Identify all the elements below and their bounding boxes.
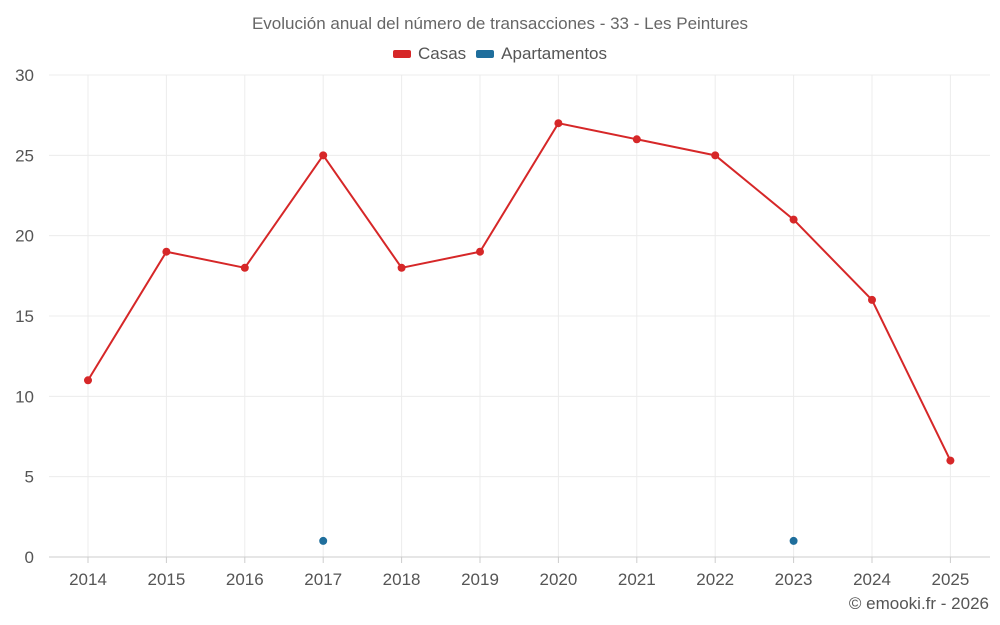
legend-swatch-casas: [392, 50, 411, 58]
x-tick-label: 2016: [226, 570, 264, 589]
y-tick-label: 5: [25, 468, 34, 487]
x-tick-label: 2023: [775, 570, 813, 589]
data-point-casas[interactable]: [162, 247, 171, 256]
x-tick-label: 2020: [539, 570, 577, 589]
legend-label-apartamentos: Apartamentos: [501, 44, 608, 63]
data-point-casas[interactable]: [476, 247, 484, 256]
x-tick-label: 2017: [304, 570, 342, 589]
x-tick-label: 2015: [147, 570, 185, 589]
x-tick-label: 2022: [696, 570, 734, 589]
legend-swatch-apartamentos: [476, 50, 495, 58]
data-point-casas[interactable]: [711, 151, 720, 160]
data-point-casas[interactable]: [84, 376, 92, 385]
data-point-casas[interactable]: [789, 215, 798, 224]
legend-item-apartamentos[interactable]: Apartamentos: [476, 44, 607, 64]
series: [84, 119, 955, 545]
x-tick-label: 2019: [461, 570, 499, 589]
y-tick-label: 10: [15, 387, 34, 406]
credit-text: © emooki.fr - 2026: [848, 594, 989, 613]
chart-title: Evolución anual del número de transaccio…: [251, 14, 749, 33]
x-tick-label: 2018: [383, 570, 421, 589]
legend: Casas Apartamentos: [0, 44, 1000, 64]
x-tick-label: 2014: [69, 570, 107, 589]
data-point-casas[interactable]: [240, 263, 249, 272]
data-point-apartamentos[interactable]: [319, 536, 328, 545]
legend-label-casas: Casas: [417, 44, 467, 63]
y-tick-label: 30: [15, 66, 34, 85]
legend-item-casas[interactable]: Casas: [392, 44, 467, 64]
y-tick-label: 0: [25, 548, 34, 567]
data-point-casas[interactable]: [319, 151, 328, 160]
data-point-casas[interactable]: [632, 135, 641, 144]
series-line-casas: [87, 122, 952, 462]
grid: [49, 74, 990, 557]
y-tick-label: 15: [15, 307, 34, 326]
data-point-apartamentos[interactable]: [789, 536, 798, 545]
x-tick-label: 2025: [931, 570, 969, 589]
data-point-casas[interactable]: [868, 295, 876, 304]
data-point-casas[interactable]: [946, 456, 955, 465]
data-point-casas[interactable]: [554, 119, 563, 128]
y-tick-label: 20: [15, 227, 34, 246]
data-point-casas[interactable]: [397, 263, 406, 272]
x-tick-label: 2024: [853, 570, 891, 589]
x-tick-label: 2021: [618, 570, 656, 589]
y-tick-label: 25: [15, 146, 34, 165]
